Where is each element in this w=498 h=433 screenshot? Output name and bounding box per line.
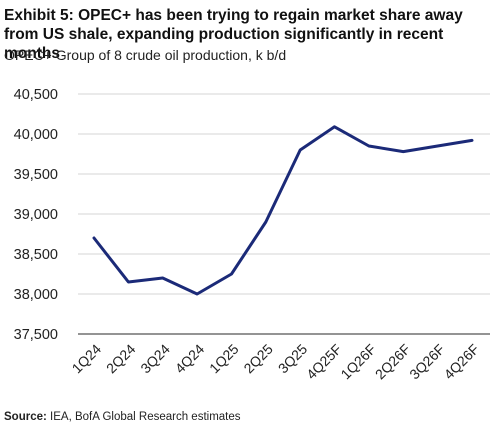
- y-tick-label: 39,000: [14, 207, 58, 223]
- x-tick-label: 1Q24: [69, 341, 105, 377]
- line-chart: 37,500 38,000 38,500 39,000 39,500 40,000 40,5…: [14, 87, 490, 383]
- y-tick-label: 40,500: [14, 87, 58, 103]
- source-label: Source:: [4, 411, 47, 423]
- source-text: IEA, BofA Global Research estimates: [50, 411, 241, 423]
- x-axis-tick-labels: 1Q242Q243Q244Q241Q252Q253Q254Q25F1Q26F2Q…: [69, 341, 483, 383]
- y-tick-label: 38,500: [14, 247, 58, 263]
- x-tick-label: 1Q26F: [337, 341, 379, 383]
- y-axis-tick-labels: 37,500 38,000 38,500 39,000 39,500 40,000 40,5…: [14, 87, 58, 343]
- gridlines: [78, 93, 490, 335]
- x-tick-label: 3Q26F: [406, 341, 448, 383]
- x-tick-label: 3Q24: [137, 341, 173, 377]
- x-tick-label: 4Q26F: [441, 341, 483, 383]
- x-tick-label: 1Q25: [206, 341, 242, 377]
- x-tick-label: 2Q25: [240, 341, 276, 377]
- source-note: Source: IEA, BofA Global Research estima…: [4, 411, 241, 423]
- y-tick-label: 37,500: [14, 327, 58, 343]
- series-line: [92, 125, 474, 296]
- x-tick-label: 4Q25F: [303, 341, 345, 383]
- y-tick-label: 39,500: [14, 167, 58, 183]
- y-tick-label: 40,000: [14, 127, 58, 143]
- x-tick-label: 4Q24: [172, 341, 208, 377]
- x-tick-label: 2Q24: [103, 341, 139, 377]
- series-layer: [92, 125, 474, 296]
- chart-subtitle: OPEC+ Group of 8 crude oil production, k…: [4, 47, 287, 63]
- chart-title: Exhibit 5: OPEC+ has been trying to rega…: [4, 7, 463, 62]
- x-tick-label: 2Q26F: [372, 341, 414, 383]
- y-tick-label: 38,000: [14, 287, 58, 303]
